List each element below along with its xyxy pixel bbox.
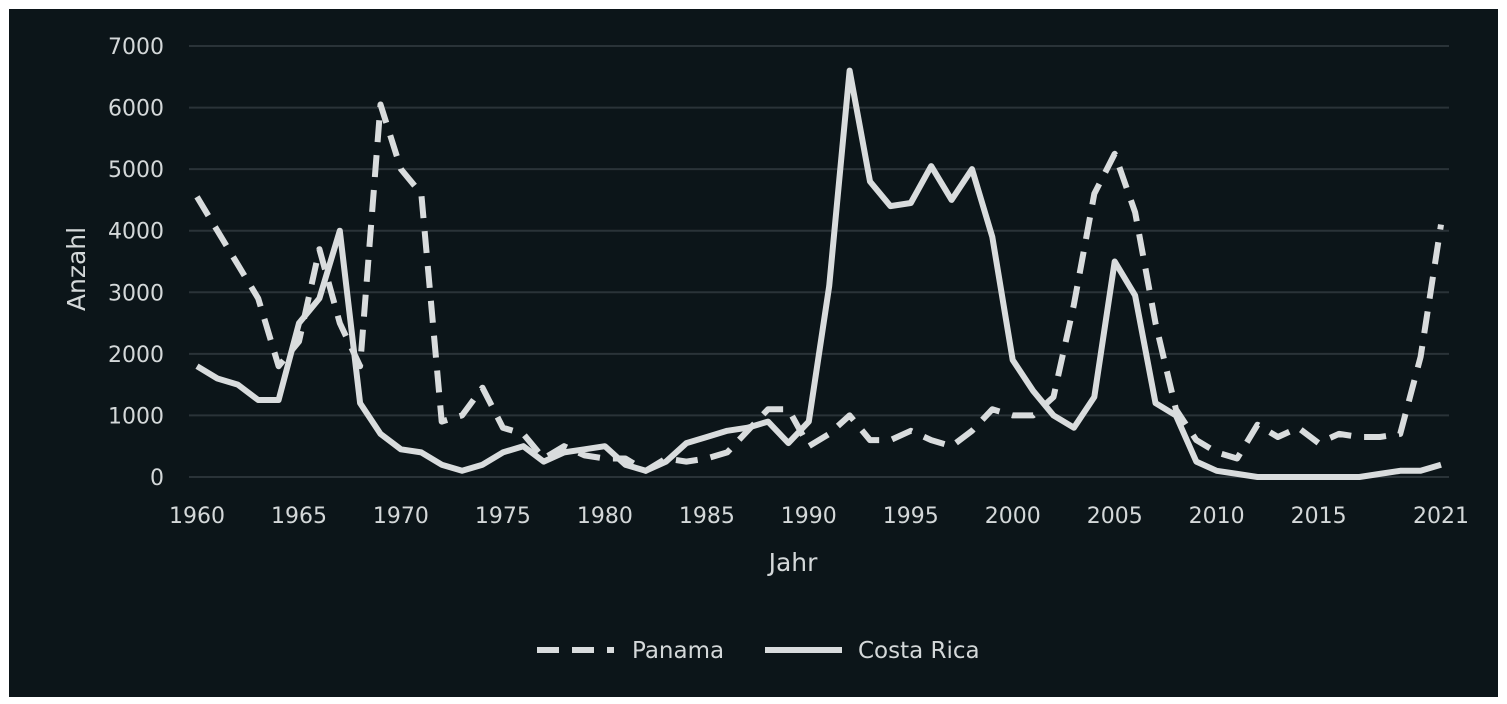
legend-label-costa-rica: Costa Rica <box>858 638 980 664</box>
y-tick-label: 6000 <box>108 97 164 122</box>
x-tick-label: 1990 <box>781 504 837 529</box>
y-tick-label: 2000 <box>108 343 164 368</box>
series-lines <box>194 67 1444 480</box>
y-tick-label: 1000 <box>108 404 164 429</box>
x-axis-ticks: 1960 1965 1970 1975 1980 1985 1990 1995 2000 2005… <box>169 504 1469 529</box>
series-line-panama <box>194 101 1444 474</box>
x-tick-label: 1970 <box>373 504 429 529</box>
x-tick-label: 2000 <box>985 504 1041 529</box>
x-tick-label: 1995 <box>883 504 939 529</box>
x-tick-label: 1965 <box>271 504 327 529</box>
x-tick-label: 1960 <box>169 504 225 529</box>
legend: Panama Costa Rica <box>537 638 980 664</box>
grid-lines <box>189 45 1449 478</box>
x-tick-label: 1985 <box>679 504 735 529</box>
y-tick-label: 5000 <box>108 158 164 183</box>
y-tick-label: 4000 <box>108 220 164 245</box>
x-tick-label: 2015 <box>1291 504 1347 529</box>
x-tick-label: 1980 <box>577 504 633 529</box>
y-axis-title: Anzahl <box>62 227 91 311</box>
x-tick-label: 1975 <box>475 504 531 529</box>
series-line-costa-rica <box>195 67 1442 480</box>
legend-label-panama: Panama <box>632 638 724 664</box>
x-axis-title: Jahr <box>767 548 819 577</box>
y-axis-ticks: 0 1000 2000 3000 4000 5000 6000 7000 <box>108 35 164 491</box>
x-tick-label: 2005 <box>1087 504 1143 529</box>
y-tick-label: 3000 <box>108 281 164 306</box>
chart-panel: 0 1000 2000 3000 4000 5000 6000 7000 1960 1965 19… <box>9 9 1498 697</box>
y-tick-label: 0 <box>150 466 164 491</box>
x-tick-label: 2010 <box>1189 504 1245 529</box>
y-tick-label: 7000 <box>108 35 164 60</box>
x-tick-label: 2021 <box>1413 504 1469 529</box>
